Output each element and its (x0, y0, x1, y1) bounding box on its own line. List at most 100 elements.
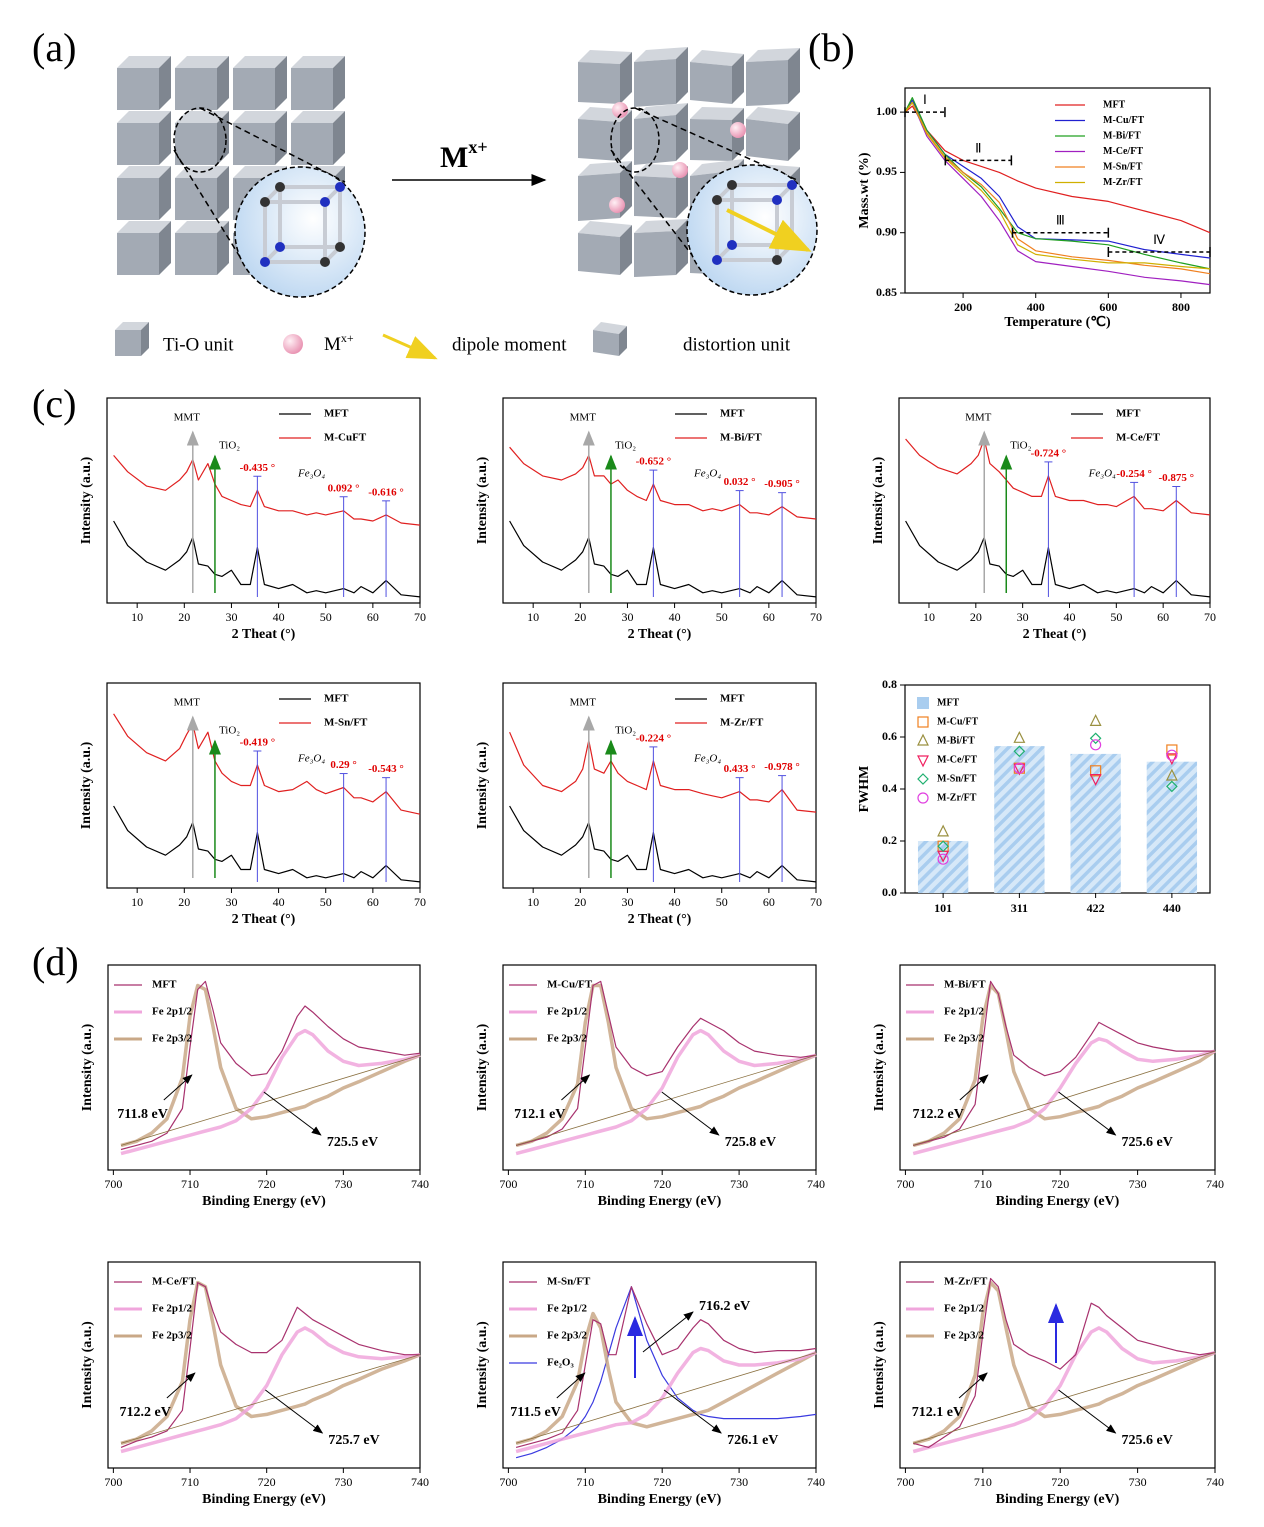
x-tick-label: 720 (258, 1475, 276, 1489)
lattice-atom (335, 242, 345, 252)
legend-label: M-Ce/FT (152, 1276, 197, 1288)
cube-front (175, 68, 217, 110)
shift-label: 0.092 ° (328, 482, 360, 494)
legend-label: M-Ce/FT (937, 754, 977, 765)
cube-front (593, 330, 619, 356)
dopant-ion (730, 122, 746, 138)
dopant-ion (609, 197, 625, 213)
cube-top (690, 50, 744, 66)
cube-top (117, 111, 171, 123)
dopant-ion (672, 162, 688, 178)
y-tick-label: 1.00 (876, 104, 897, 118)
data-line (120, 1028, 421, 1156)
x-tick-label: 10 (923, 610, 935, 624)
phase-label: TiO₂ (1010, 440, 1031, 452)
data-line (120, 1282, 420, 1448)
annotation-arrow (166, 1372, 196, 1399)
x-tick-label: 700 (104, 1177, 122, 1191)
x-tick-label: 70 (414, 895, 426, 909)
data-point (1165, 753, 1178, 766)
y-axis-label: Intensity (a.u.) (80, 1321, 95, 1409)
y-tick-label: 0.4 (882, 781, 897, 795)
cube-side (732, 54, 744, 104)
x-tick-label: 710 (576, 1177, 594, 1191)
x-axis-label: Binding Energy (eV) (202, 1492, 326, 1507)
cube-top (578, 50, 632, 64)
x-tick-label: 700 (499, 1475, 517, 1489)
y-axis-label: Intensity (a.u.) (475, 1023, 490, 1111)
legend-label: MFT (324, 693, 349, 705)
cube-top (690, 159, 744, 176)
cube-top (233, 56, 287, 68)
cube-side (217, 111, 229, 165)
annotation-arrow (561, 1074, 591, 1101)
data-line (113, 455, 421, 526)
x-tick-label: 10 (131, 610, 143, 624)
legend-label: MFT (1103, 99, 1126, 110)
cube-side (217, 166, 229, 220)
plot-frame (106, 397, 421, 604)
cube-front (175, 233, 217, 275)
x-tick-label: 440 (1163, 901, 1181, 915)
legend-label: Fe₂O₃ (547, 1357, 574, 1369)
peak-label: 725.6 eV (1122, 1433, 1173, 1448)
dopant-ion (612, 102, 628, 118)
x-tick-label: 60 (763, 895, 775, 909)
x-tick-label: 730 (1129, 1475, 1147, 1489)
shift-label: 0.29 ° (330, 759, 356, 771)
x-tick-label: 730 (730, 1177, 748, 1191)
x-tick-label: 70 (1204, 610, 1216, 624)
cube-side (333, 56, 345, 110)
baseline (913, 1050, 1216, 1146)
x-tick-label: 740 (1206, 1475, 1224, 1489)
x-axis-label: 2 Theat (°) (232, 912, 296, 927)
data-point (937, 824, 950, 837)
cube-side (676, 103, 688, 161)
y-axis-label: Intensity (a.u.) (475, 1321, 490, 1409)
annotation-arrow (163, 1074, 193, 1101)
data-line (515, 980, 817, 1146)
x-tick-label: 50 (320, 895, 332, 909)
legend-label: M-Zr/FT (1103, 177, 1143, 188)
cube-side (333, 111, 345, 165)
legend-label: M-Zr/FT (944, 1276, 988, 1288)
x-tick-label: 720 (1051, 1475, 1069, 1489)
x-tick-label: 200 (954, 300, 972, 314)
shift-label: -0.875 ° (1158, 472, 1194, 484)
cube-front (634, 115, 676, 165)
y-tick-label: 0.85 (876, 285, 897, 299)
lattice-atom (320, 197, 330, 207)
y-tick-label: 0.6 (882, 729, 897, 743)
legend-label: Fe 2p3/2 (944, 1033, 985, 1045)
lattice-atom (260, 257, 270, 267)
data-line (912, 983, 1216, 1148)
x-tick-label: 740 (807, 1177, 825, 1191)
x-tick-label: 30 (225, 610, 237, 624)
shift-label: -0.616 ° (368, 486, 404, 498)
y-axis-label: Intensity (a.u.) (79, 741, 94, 829)
data-line (912, 1326, 1216, 1454)
plot-frame (899, 964, 1216, 1171)
legend-label: M-Sn/FT (547, 1276, 591, 1288)
annotation-arrow (661, 1091, 720, 1136)
legend-dipole (382, 333, 438, 360)
x-axis-label: 2 Theat (°) (628, 912, 692, 927)
x-tick-label: 60 (367, 895, 379, 909)
cube-top (233, 111, 287, 123)
data-line (113, 713, 421, 815)
x-tick-label: 20 (178, 895, 190, 909)
x-tick-label: 30 (621, 610, 633, 624)
phase-label: MMT (570, 412, 597, 424)
peak-label: 725.7 eV (328, 1433, 379, 1448)
data-line (905, 520, 1211, 598)
legend-label: M-Sn/FT (937, 773, 977, 784)
cube-top (690, 107, 744, 120)
cube-top (175, 221, 229, 233)
x-tick-label: 30 (225, 895, 237, 909)
annotation-arrow (958, 1372, 988, 1399)
y-axis-label: Intensity (a.u.) (872, 1023, 887, 1111)
cube-side (159, 166, 171, 220)
phase-label: Fe₃O₄ (693, 753, 721, 765)
annotation-arrow (265, 1389, 324, 1434)
legend-label: M-Bi/FT (937, 735, 975, 746)
